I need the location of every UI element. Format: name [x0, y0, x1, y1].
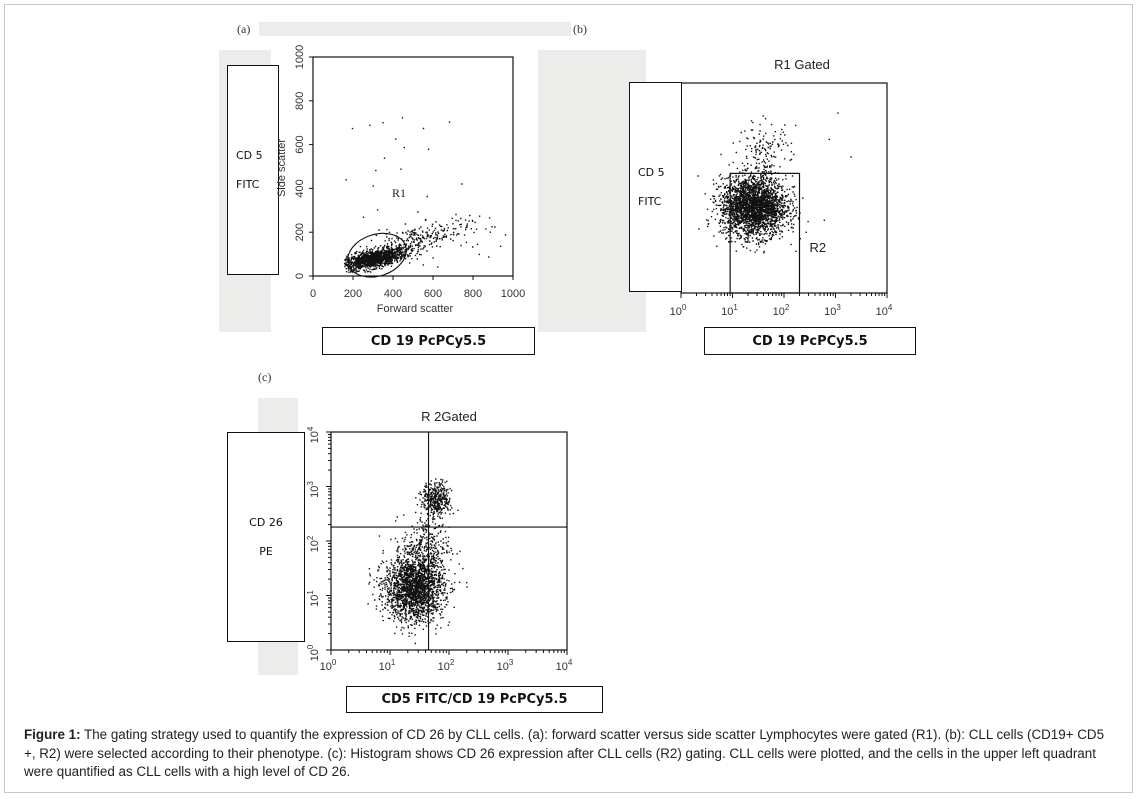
panel-b-letter: (b) [573, 22, 587, 36]
panel-b-left-band [538, 50, 646, 332]
panel-b-bottom-label: CD 19 PcPCy5.5 [752, 333, 868, 349]
panel-c-y-tick-label: 104 [306, 426, 321, 443]
panel-c-bottom-label: CD5 FITC/CD 19 PcPCy5.5 [381, 692, 568, 707]
panel-a-x-tick-label: 200 [344, 288, 362, 300]
panel-b-left-label-line2: FITC [638, 195, 662, 208]
panel-a-x-tick-label: 0 [310, 288, 316, 300]
panel-c-left-label-line2: PE [259, 545, 273, 558]
panel-a-left-label-line1: CD 5 [236, 149, 263, 162]
panel-a-left-label-box: CD 5 FITC [227, 65, 279, 275]
panel-a-x-tick-label: 400 [384, 288, 402, 300]
panel-c-letter: (c) [258, 370, 272, 384]
panel-c-events [367, 478, 468, 645]
panel-a-y-tick-label: 600 [294, 135, 306, 153]
panel-a-bottom-label: CD 19 PcPCy5.5 [370, 333, 487, 349]
panel-c-y-tick-label: 100 [306, 644, 321, 661]
panel-b-gate-r2 [729, 172, 801, 294]
panel-a-x-tick-label: 1000 [501, 288, 525, 300]
panel-a-gate-r1 [347, 232, 407, 278]
caption-lead: Figure 1: [24, 727, 81, 742]
panel-b-gate-label: R2 [810, 240, 827, 255]
caption-text: The gating strategy used to quantify the… [24, 727, 1105, 779]
panel-c-x-tick-label: 101 [379, 658, 396, 673]
panel-c-bottom-label-box: CD5 FITC/CD 19 PcPCy5.5 [346, 686, 603, 713]
figure-caption: Figure 1: The gating strategy used to qu… [24, 726, 1119, 782]
panel-a-y-tick-label: 0 [294, 273, 306, 279]
panel-c-x-tick-label: 102 [438, 658, 455, 673]
panel-b-bottom-label-box: CD 19 PcPCy5.5 [704, 327, 916, 355]
panel-c-left-label-box: CD 26 PE [227, 432, 305, 642]
panel-c-left-label-line1: CD 26 [249, 516, 283, 529]
panel-a-bottom-label-box: CD 19 PcPCy5.5 [322, 327, 535, 355]
panel-a-x-axis-title: Forward scatter [377, 303, 454, 315]
panel-b-plot-frame [680, 82, 888, 294]
panel-c-plot-frame [330, 431, 568, 651]
figure-frame [4, 4, 1133, 793]
panel-b-left-label-line1: CD 5 [638, 166, 665, 179]
panel-a-y-axis-title: Side scatter [276, 139, 288, 197]
panel-b-events [697, 112, 852, 254]
panel-b-title: R1 Gated [774, 57, 830, 72]
panel-c-title: R 2Gated [421, 409, 477, 424]
panel-a-gate-label: R1 [392, 186, 406, 200]
panel-a-x-tick-label: 800 [464, 288, 482, 300]
panel-a-letter: (a) [237, 22, 251, 36]
panel-b-left-label-box: CD 5 FITC [629, 82, 682, 292]
panel-a-top-band [259, 22, 571, 36]
panel-c-x-tick-label: 100 [320, 658, 337, 673]
panel-a-left-label-line2: FITC [236, 178, 260, 191]
panel-a-y-tick-label: 400 [294, 179, 306, 197]
panel-c-x-tick-label: 103 [497, 658, 514, 673]
panel-a-x-tick-label: 600 [424, 288, 442, 300]
panel-a-y-tick-label: 1000 [294, 45, 306, 69]
panel-c-y-tick-label: 101 [306, 590, 321, 607]
panel-c-y-tick-label: 102 [306, 535, 321, 552]
panel-c-x-tick-label: 104 [556, 658, 573, 673]
panel-a-events [343, 117, 507, 273]
panel-c-y-tick-label: 103 [306, 481, 321, 498]
panel-a-y-tick-label: 200 [294, 223, 306, 241]
panel-a-y-tick-label: 800 [294, 92, 306, 110]
